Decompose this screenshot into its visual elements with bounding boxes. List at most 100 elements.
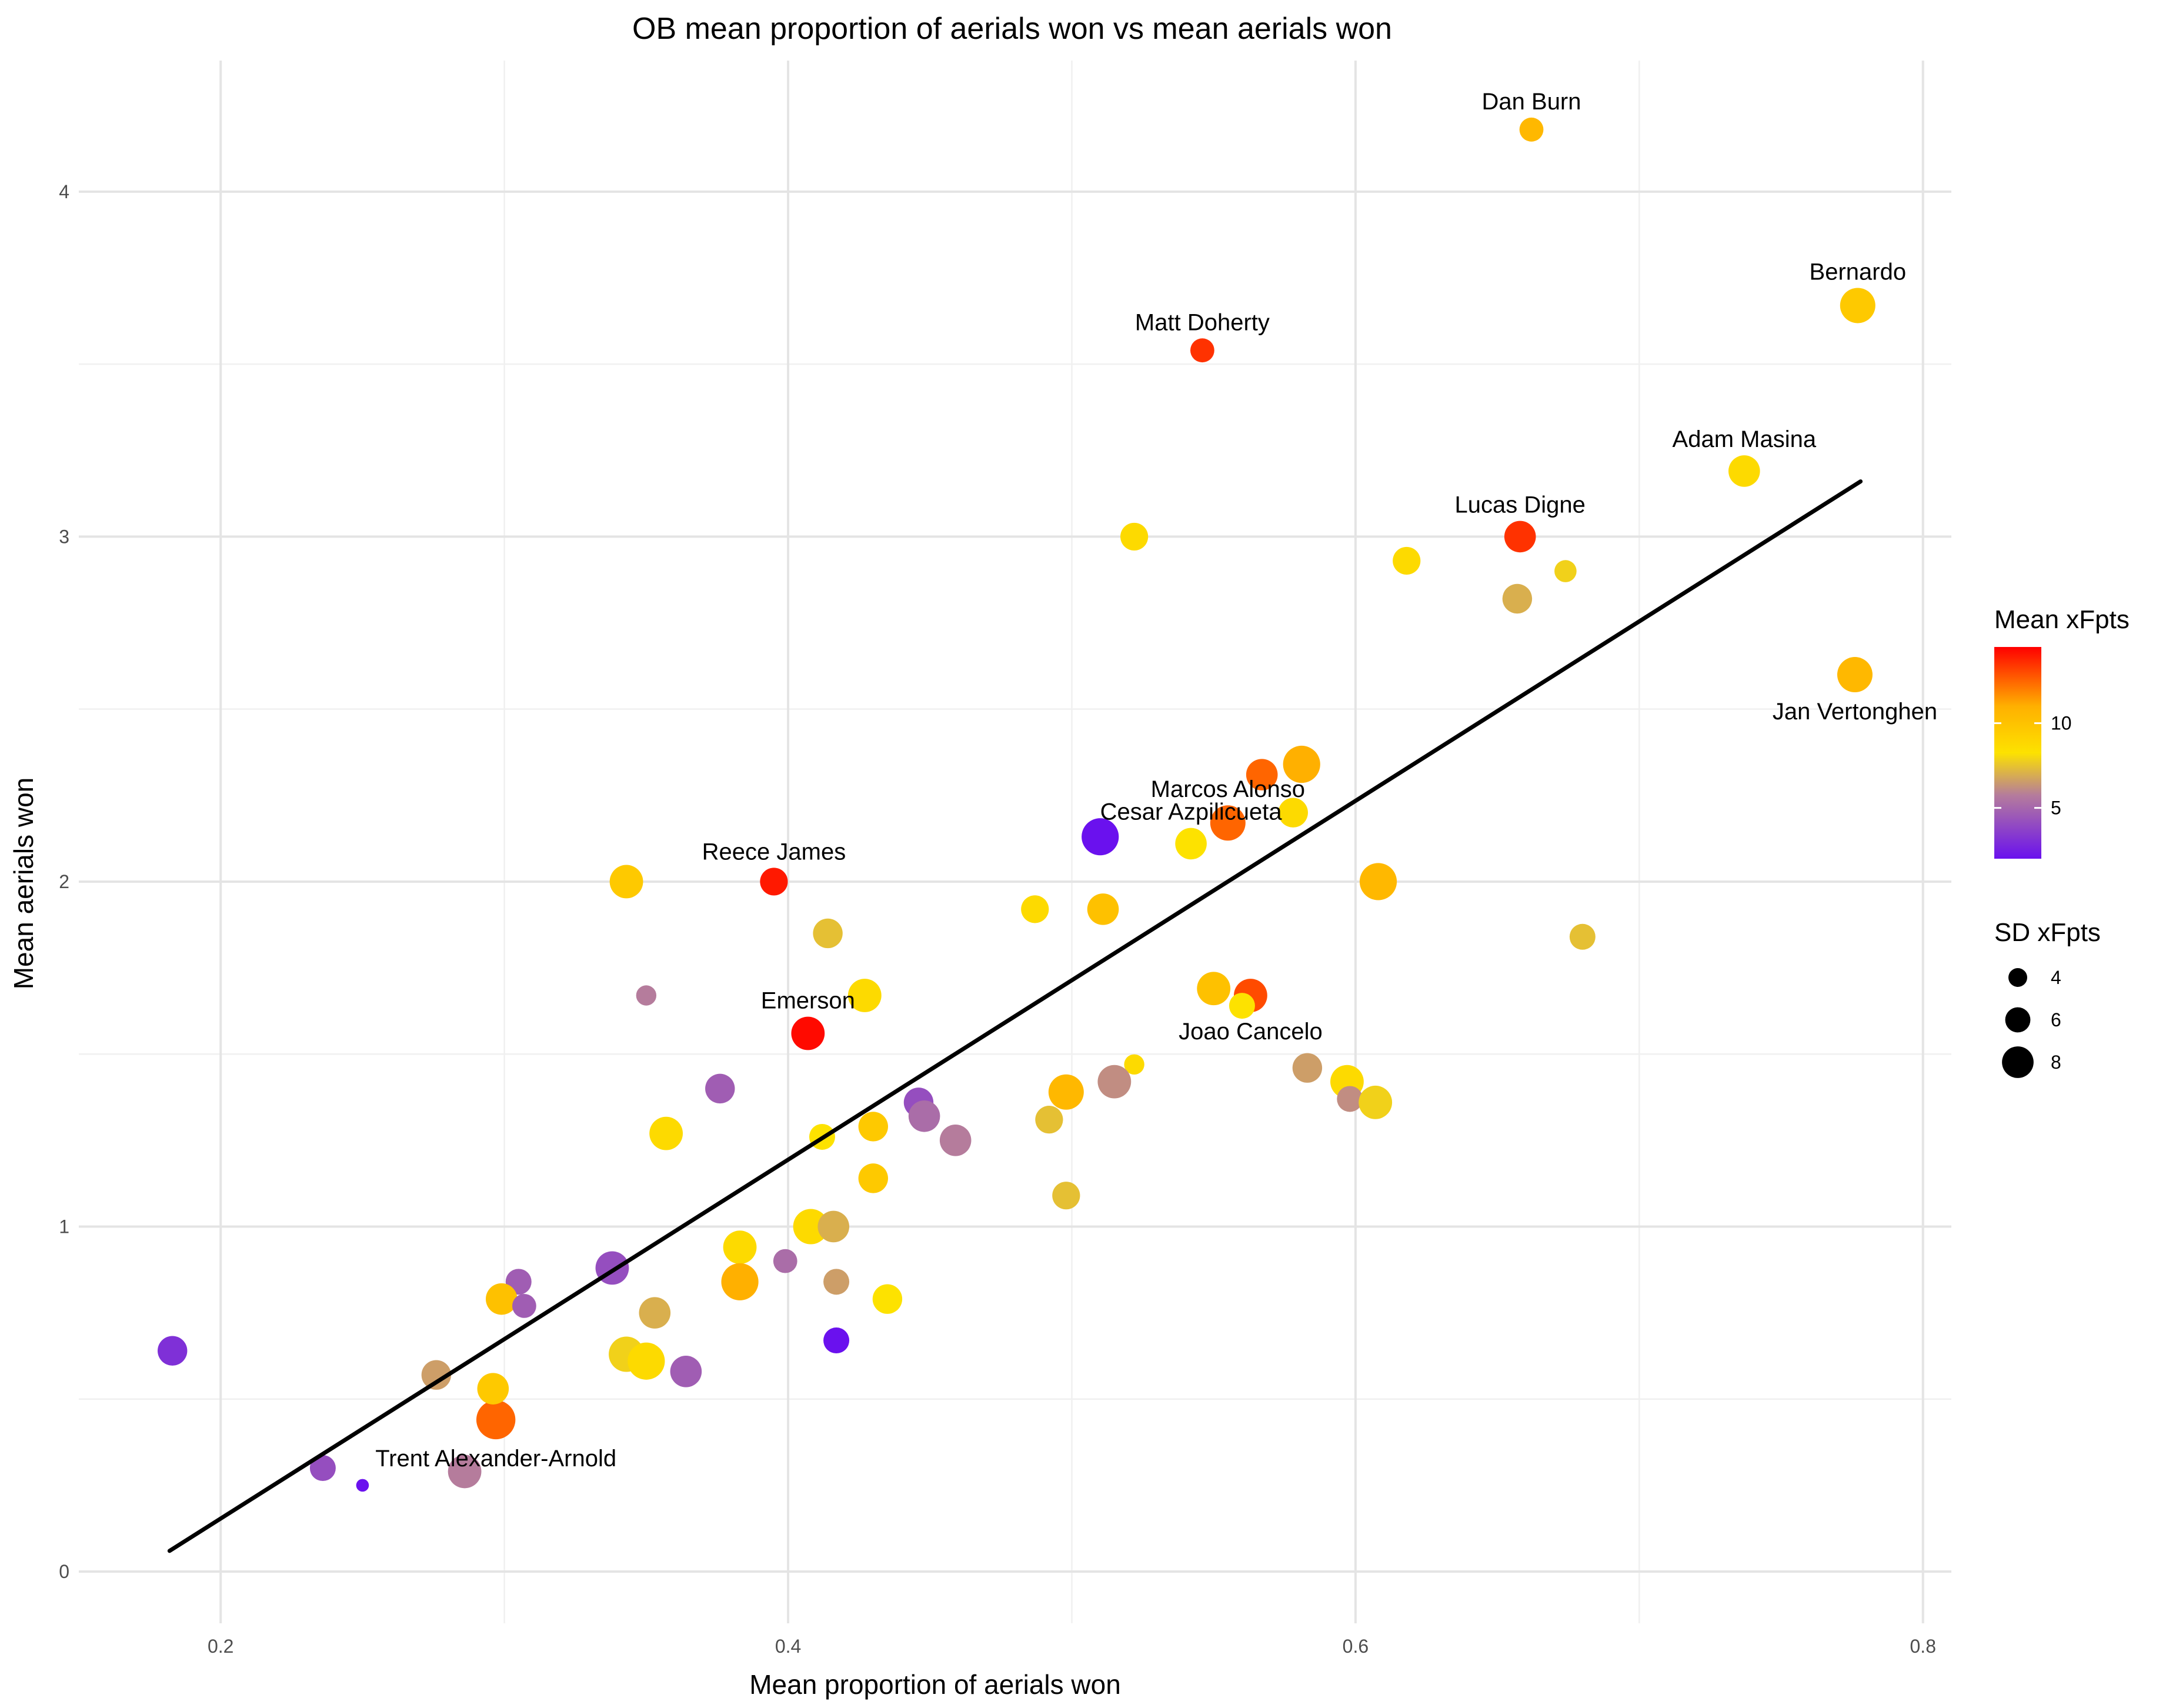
size-legend-dot	[2008, 968, 2027, 987]
grid	[79, 61, 1951, 1623]
data-point	[847, 979, 882, 1012]
y-tick-label: 0	[59, 1561, 69, 1582]
data-point	[1359, 863, 1397, 900]
y-tick-label: 3	[59, 526, 69, 547]
data-point	[1393, 546, 1421, 575]
trend-line	[167, 479, 1863, 1553]
size-legend-label: 8	[2051, 1052, 2061, 1073]
data-point	[1569, 923, 1596, 950]
data-point	[1048, 1074, 1084, 1110]
data-point	[628, 1342, 665, 1380]
data-point	[1097, 1065, 1132, 1099]
data-point	[1840, 288, 1875, 323]
data-point	[939, 1125, 972, 1156]
data-point	[858, 1112, 888, 1142]
data-point	[1519, 117, 1544, 142]
data-point	[1292, 1053, 1323, 1083]
size-legend-title: SD xFpts	[1994, 918, 2101, 947]
point-label: Reece James	[702, 839, 846, 865]
data-point	[309, 1455, 336, 1482]
data-point	[791, 1016, 825, 1050]
point-label: Emerson	[761, 988, 855, 1014]
point-labels: Dan Burn Bernardo Matt Doherty Adam Masina L…	[375, 89, 1937, 1472]
size-legend-items: 4 6 8	[2002, 967, 2061, 1078]
data-point	[1337, 1086, 1363, 1112]
data-point	[823, 1327, 850, 1354]
data-point	[793, 1209, 829, 1245]
point-label: Marcos Alonso	[1151, 776, 1305, 802]
data-point	[858, 1163, 888, 1193]
data-point	[1210, 805, 1246, 841]
point-label: Dan Burn	[1482, 89, 1581, 115]
data-point	[512, 1293, 536, 1318]
x-tick-label: 0.8	[1910, 1636, 1936, 1657]
data-point	[1278, 798, 1308, 828]
data-point	[1082, 818, 1119, 856]
point-label: Matt Doherty	[1135, 309, 1270, 335]
data-point	[670, 1356, 702, 1387]
chart-title: OB mean proportion of aerials won vs mea…	[632, 12, 1392, 46]
data-point	[636, 985, 657, 1006]
point-label: Adam Masina	[1673, 426, 1817, 452]
size-legend-dot	[2002, 1046, 2034, 1078]
color-legend-title: Mean xFpts	[1994, 605, 2130, 634]
data-point	[760, 868, 788, 896]
x-tick-label: 0.4	[775, 1636, 801, 1657]
data-point	[1190, 338, 1214, 363]
x-axis-ticks: 0.2 0.4 0.6 0.8	[208, 1636, 1936, 1657]
data-point	[1175, 828, 1207, 860]
data-point	[723, 1230, 757, 1265]
x-axis-title: Mean proportion of aerials won	[749, 1669, 1121, 1700]
data-point	[609, 865, 643, 899]
data-point	[486, 1283, 518, 1315]
data-point	[1504, 521, 1536, 553]
data-point	[1728, 455, 1760, 487]
data-point	[1359, 1085, 1393, 1119]
data-point	[158, 1336, 188, 1366]
y-tick-label: 1	[59, 1216, 69, 1237]
data-point	[476, 1400, 516, 1440]
point-label: Trent Alexander-Arnold	[375, 1446, 616, 1472]
data-point	[817, 1210, 850, 1243]
data-point	[1035, 1106, 1063, 1134]
x-tick-label: 0.6	[1343, 1636, 1369, 1657]
y-axis-title: Mean aerials won	[8, 778, 39, 990]
data-point	[823, 1269, 850, 1295]
size-legend-dot	[2005, 1007, 2031, 1033]
data-point	[1197, 972, 1231, 1006]
color-legend-ticks: 5 10	[1994, 713, 2072, 819]
data-point	[448, 1455, 482, 1489]
data-point	[1120, 522, 1149, 551]
data-point	[773, 1249, 797, 1273]
color-legend-label: 5	[2051, 798, 2061, 819]
data-points	[158, 117, 1875, 1492]
point-label: Joao Cancelo	[1179, 1019, 1323, 1045]
size-legend-label: 4	[2051, 967, 2061, 988]
data-point	[639, 1297, 671, 1329]
data-point	[872, 1284, 903, 1314]
point-label: Lucas Digne	[1455, 492, 1586, 518]
data-point	[1837, 657, 1873, 693]
color-legend-label: 10	[2051, 713, 2072, 734]
y-tick-label: 2	[59, 871, 69, 892]
data-point	[1554, 560, 1577, 582]
point-label: Bernardo	[1810, 259, 1907, 285]
data-point	[649, 1116, 683, 1150]
data-point	[1246, 759, 1278, 790]
data-point	[1124, 1054, 1144, 1075]
data-point	[813, 918, 843, 949]
data-point	[1283, 745, 1320, 783]
point-label: Jan Vertonghen	[1773, 699, 1937, 725]
data-point	[1087, 893, 1119, 925]
data-point	[477, 1373, 509, 1405]
data-point	[421, 1360, 452, 1390]
point-label: Cesar Azpilicueta	[1100, 799, 1283, 825]
y-tick-label: 4	[59, 181, 69, 202]
data-point	[1502, 583, 1533, 614]
color-legend-bar	[1994, 647, 2041, 859]
data-point	[356, 1479, 369, 1492]
data-point	[1229, 993, 1255, 1019]
y-axis-ticks: 0 1 2 3 4	[59, 181, 69, 1582]
